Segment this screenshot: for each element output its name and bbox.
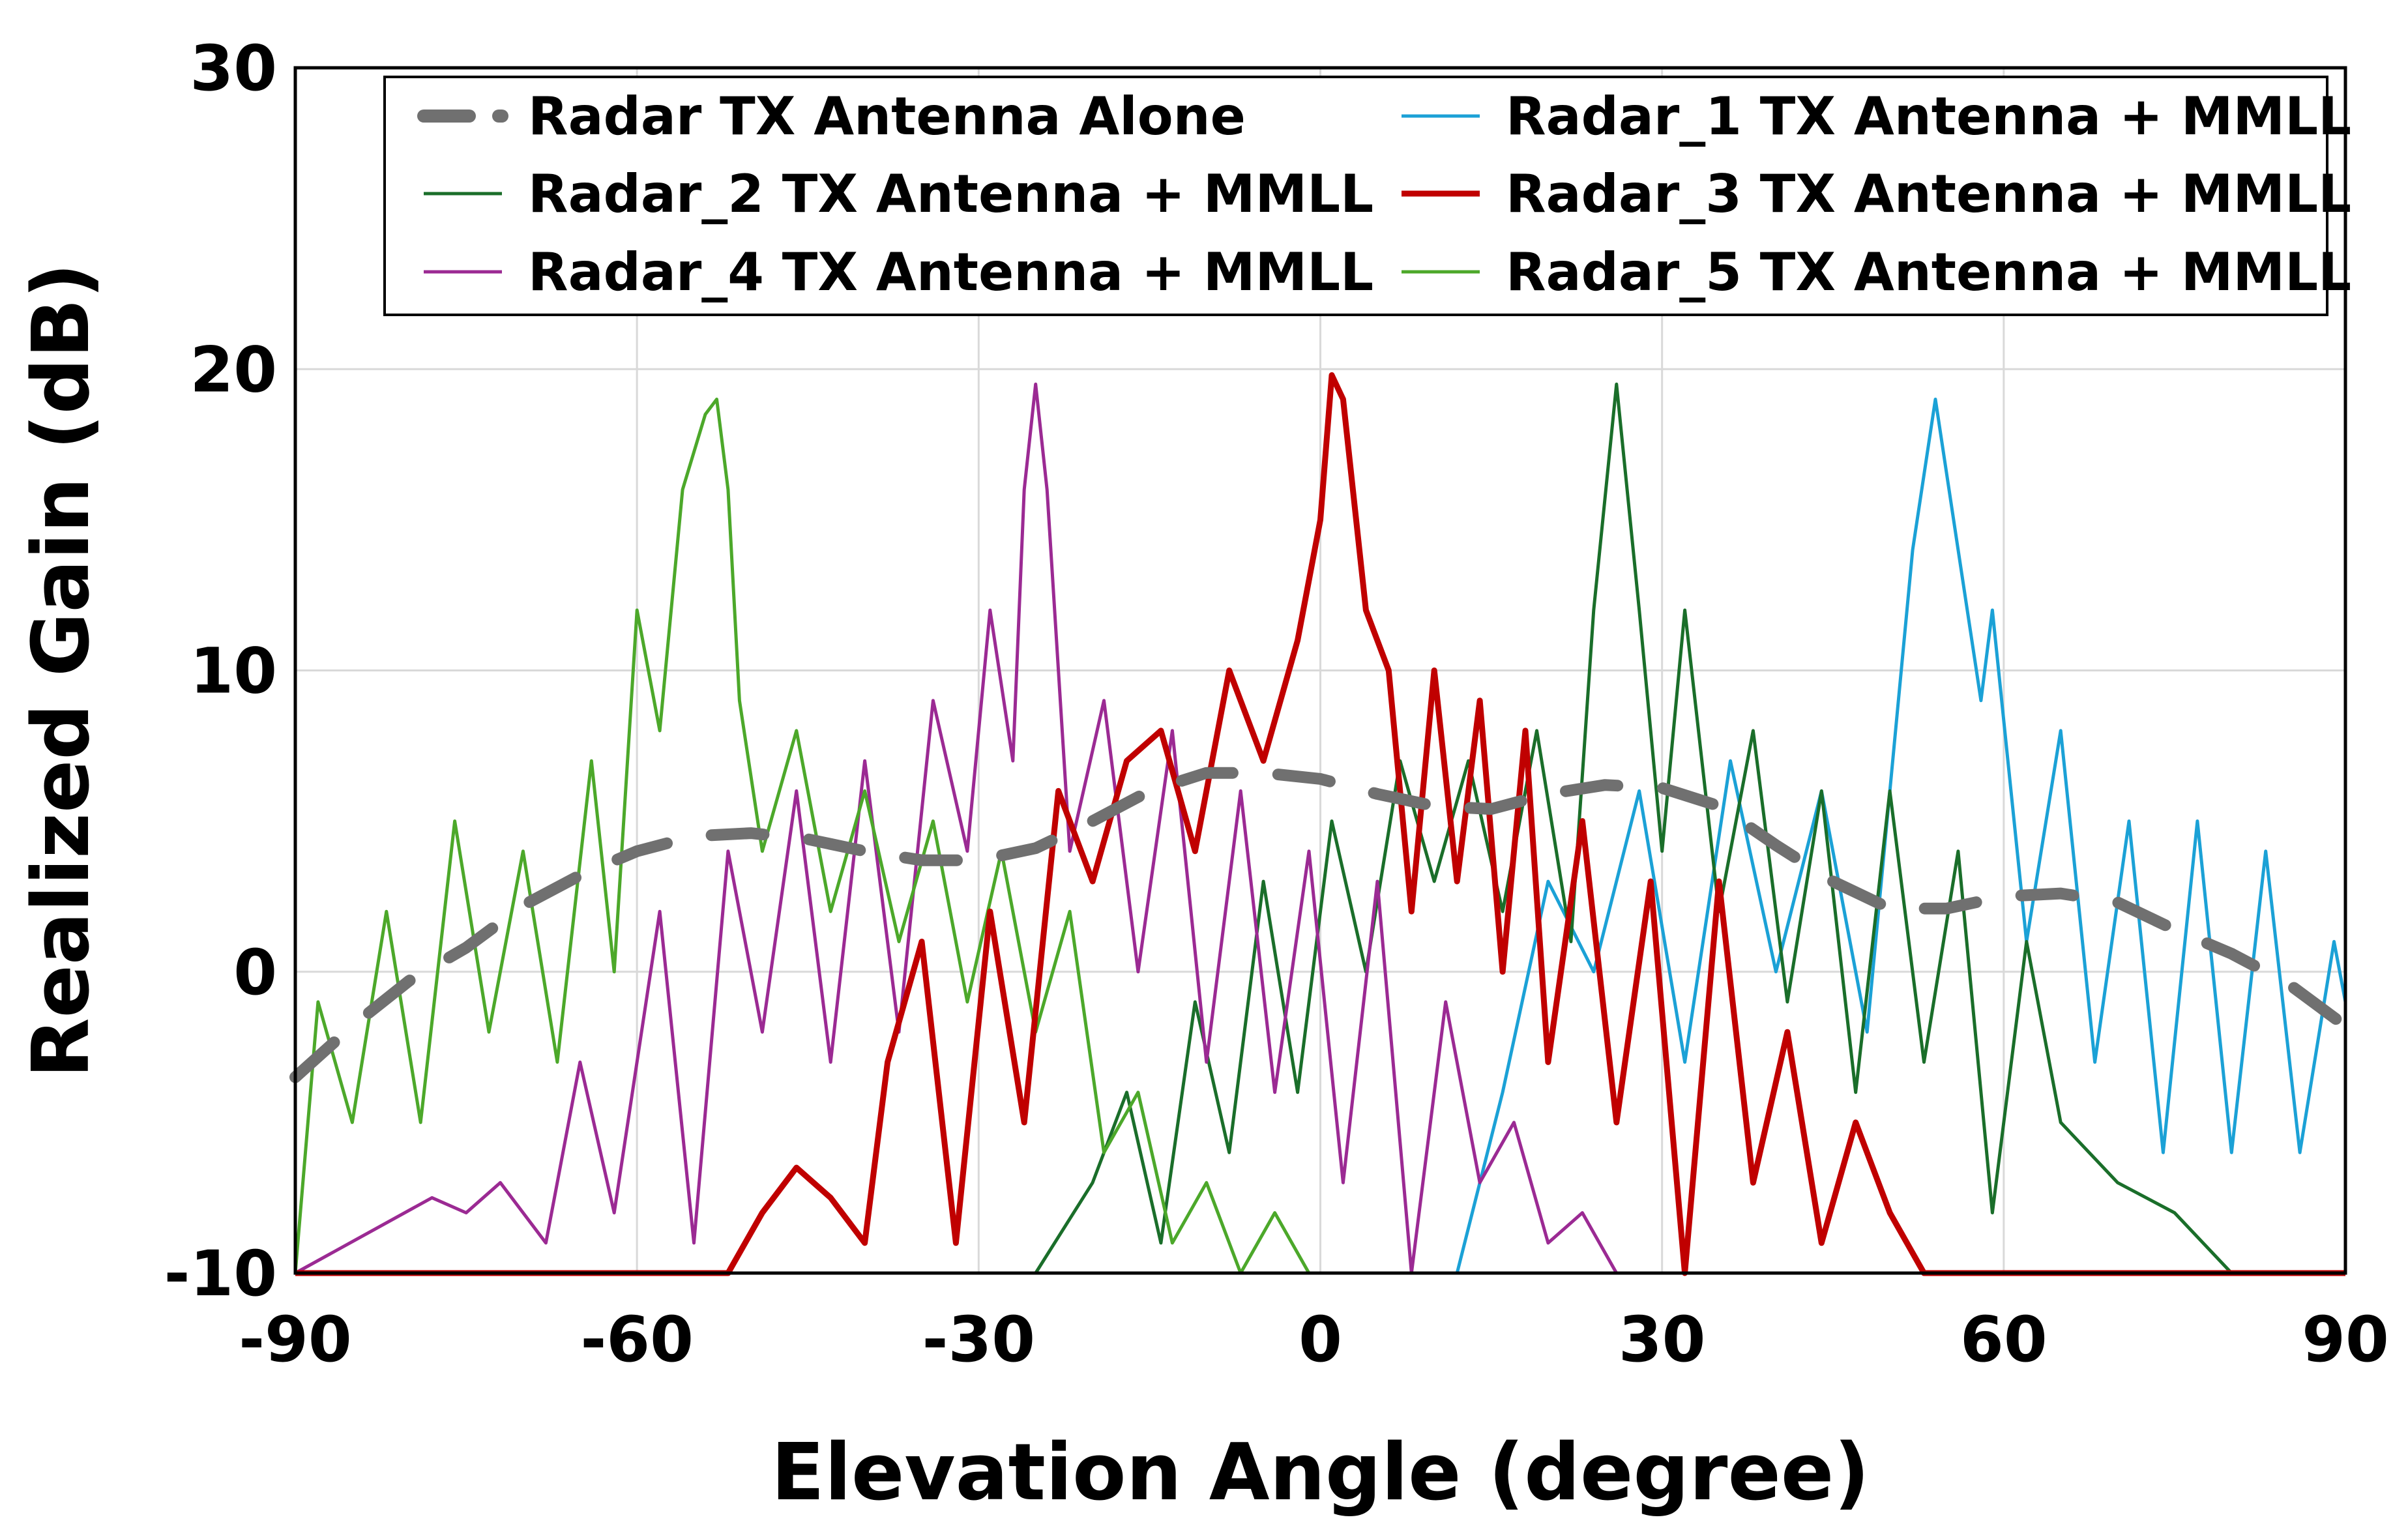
legend-box xyxy=(383,76,2328,316)
series-radar-4 xyxy=(294,382,2345,1275)
legend: Radar TX Antenna Alone Radar_1 TX Antenn… xyxy=(383,76,2351,316)
series-radar-2 xyxy=(295,382,2345,1275)
y-tick-label: 30 xyxy=(190,32,277,105)
x-axis-title: Elevation Angle (degree) xyxy=(771,1428,1870,1518)
x-tick-label: -90 xyxy=(239,1303,351,1376)
y-tick-label: 20 xyxy=(190,333,277,406)
x-tick-label: 0 xyxy=(1299,1303,1342,1376)
legend-label-radar-4: Radar_4 TX Antenna + MMLL xyxy=(528,242,1373,302)
legend-label-radar-2: Radar_2 TX Antenna + MMLL xyxy=(528,164,1373,224)
legend-label-radar-1: Radar_1 TX Antenna + MMLL xyxy=(1506,86,2351,147)
y-axis-title: Realized Gain (dB) xyxy=(16,263,107,1078)
x-tick-label: 30 xyxy=(1619,1303,1706,1376)
x-tick-label: -30 xyxy=(922,1303,1035,1376)
y-axis-ticks: -10 0 10 20 30 xyxy=(164,32,277,1310)
x-tick-label: 90 xyxy=(2302,1303,2389,1376)
series-radar-5 xyxy=(293,398,2345,1275)
legend-label-radar-5: Radar_5 TX Antenna + MMLL xyxy=(1506,242,2351,302)
y-tick-label: -10 xyxy=(164,1237,277,1310)
legend-label-radar-alone: Radar TX Antenna Alone xyxy=(528,86,1246,147)
x-axis-ticks: -90 -60 -30 0 30 60 90 xyxy=(239,1303,2389,1376)
plot-frame xyxy=(293,66,2347,1275)
y-tick-label: 0 xyxy=(233,936,277,1009)
x-tick-label: -60 xyxy=(580,1303,693,1376)
legend-label-radar-3: Radar_3 TX Antenna + MMLL xyxy=(1506,164,2351,224)
series-radar-alone xyxy=(289,767,2351,1083)
series-radar-3 xyxy=(295,372,2345,1276)
x-tick-label: 60 xyxy=(1960,1303,2048,1376)
y-tick-label: 10 xyxy=(190,635,277,708)
series-layer xyxy=(289,372,2351,1276)
